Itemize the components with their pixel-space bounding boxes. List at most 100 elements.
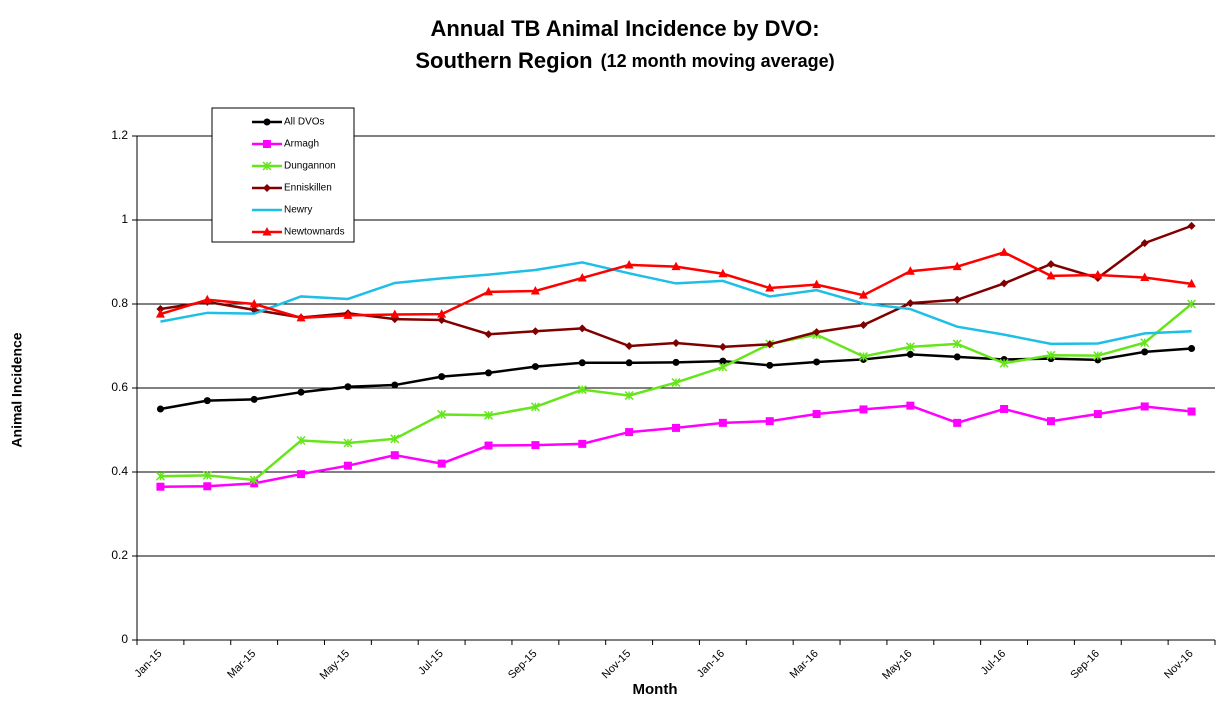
marker (906, 299, 915, 308)
series (160, 261, 1192, 346)
marker (531, 327, 540, 336)
marker (812, 328, 821, 337)
marker (812, 279, 822, 289)
marker (1046, 270, 1056, 280)
marker (437, 315, 446, 324)
chart-title: Annual TB Animal Incidence by DVO: (430, 16, 819, 41)
marker (577, 385, 587, 395)
marker (624, 391, 634, 401)
marker (905, 266, 915, 275)
marker (999, 247, 1009, 256)
marker (672, 358, 680, 366)
marker (262, 161, 272, 171)
subtitle: Southern Region (415, 48, 592, 73)
marker (1140, 272, 1150, 282)
x-tick-label: Nov-15 (600, 648, 634, 682)
marker (718, 362, 728, 372)
marker (297, 388, 305, 396)
marker (1187, 278, 1197, 288)
x-tick-label: Mar-15 (225, 648, 258, 681)
marker (391, 381, 399, 389)
x-tick-label: Jul-16 (979, 648, 1009, 678)
series-line (160, 404, 1192, 488)
legend-label: Newtownards (284, 227, 345, 238)
marker (624, 259, 634, 269)
marker (766, 361, 774, 369)
marker (250, 395, 258, 403)
marker (297, 470, 306, 479)
marker (1140, 239, 1149, 248)
marker (1093, 351, 1103, 361)
marker (718, 268, 728, 278)
marker (343, 310, 353, 319)
marker (485, 369, 493, 377)
marker (952, 339, 962, 349)
marker (812, 410, 821, 419)
marker (765, 283, 775, 292)
marker (484, 286, 494, 296)
marker (577, 272, 587, 282)
marker (155, 471, 165, 481)
legend-label: All DVOs (284, 117, 325, 128)
marker (1000, 279, 1009, 288)
y-tick-label: 0.2 (111, 548, 128, 562)
marker (249, 299, 259, 308)
marker (530, 402, 540, 412)
x-tick-label: Jan-16 (695, 648, 727, 680)
marker (437, 309, 447, 318)
legend-label: Armagh (284, 139, 319, 150)
x-tick-label: Sep-16 (1068, 648, 1102, 682)
marker (390, 309, 400, 318)
x-axis-title: Month (633, 681, 678, 698)
marker (905, 342, 915, 352)
marker (1046, 260, 1055, 269)
marker (718, 342, 727, 351)
marker (859, 405, 868, 414)
marker (953, 295, 962, 304)
marker (672, 423, 680, 432)
x-tick-label: Sep-15 (506, 648, 540, 682)
marker (578, 439, 587, 448)
x-tick-label: Jul-15 (416, 648, 446, 678)
marker (859, 321, 868, 329)
marker (202, 294, 212, 304)
marker (672, 339, 680, 348)
marker (578, 359, 586, 367)
marker (906, 401, 915, 410)
marker (1140, 338, 1150, 348)
marker (484, 441, 493, 450)
marker (952, 261, 962, 271)
marker (625, 428, 634, 437)
marker (1000, 405, 1009, 413)
marker (156, 405, 164, 413)
series-line (160, 303, 1193, 482)
x-tick-label: Jan-15 (132, 648, 164, 680)
marker (1093, 410, 1102, 419)
series-line (160, 224, 1193, 349)
legend-box (211, 107, 355, 243)
marker (813, 358, 821, 366)
marker (1187, 407, 1196, 416)
marker (1093, 270, 1103, 279)
marker (202, 470, 212, 480)
x-tick-label: May-16 (880, 648, 914, 682)
marker (718, 418, 727, 427)
marker (1188, 345, 1196, 353)
legend-label: Enniskillen (284, 183, 332, 194)
marker (296, 435, 306, 446)
y-axis-title: Animal Incidence (9, 332, 25, 447)
y-tick-label: 1 (121, 212, 128, 226)
marker (483, 410, 494, 420)
marker (625, 359, 633, 367)
marker (263, 140, 271, 148)
marker (671, 378, 681, 388)
marker (155, 309, 165, 318)
marker (343, 438, 353, 448)
marker (390, 451, 399, 460)
marker (953, 353, 961, 361)
marker (1187, 221, 1196, 230)
marker (249, 475, 259, 485)
legend: All DVOs Armagh Dungannon Enniskillen Newry N… (211, 107, 355, 243)
legend-label: Dungannon (284, 161, 336, 172)
